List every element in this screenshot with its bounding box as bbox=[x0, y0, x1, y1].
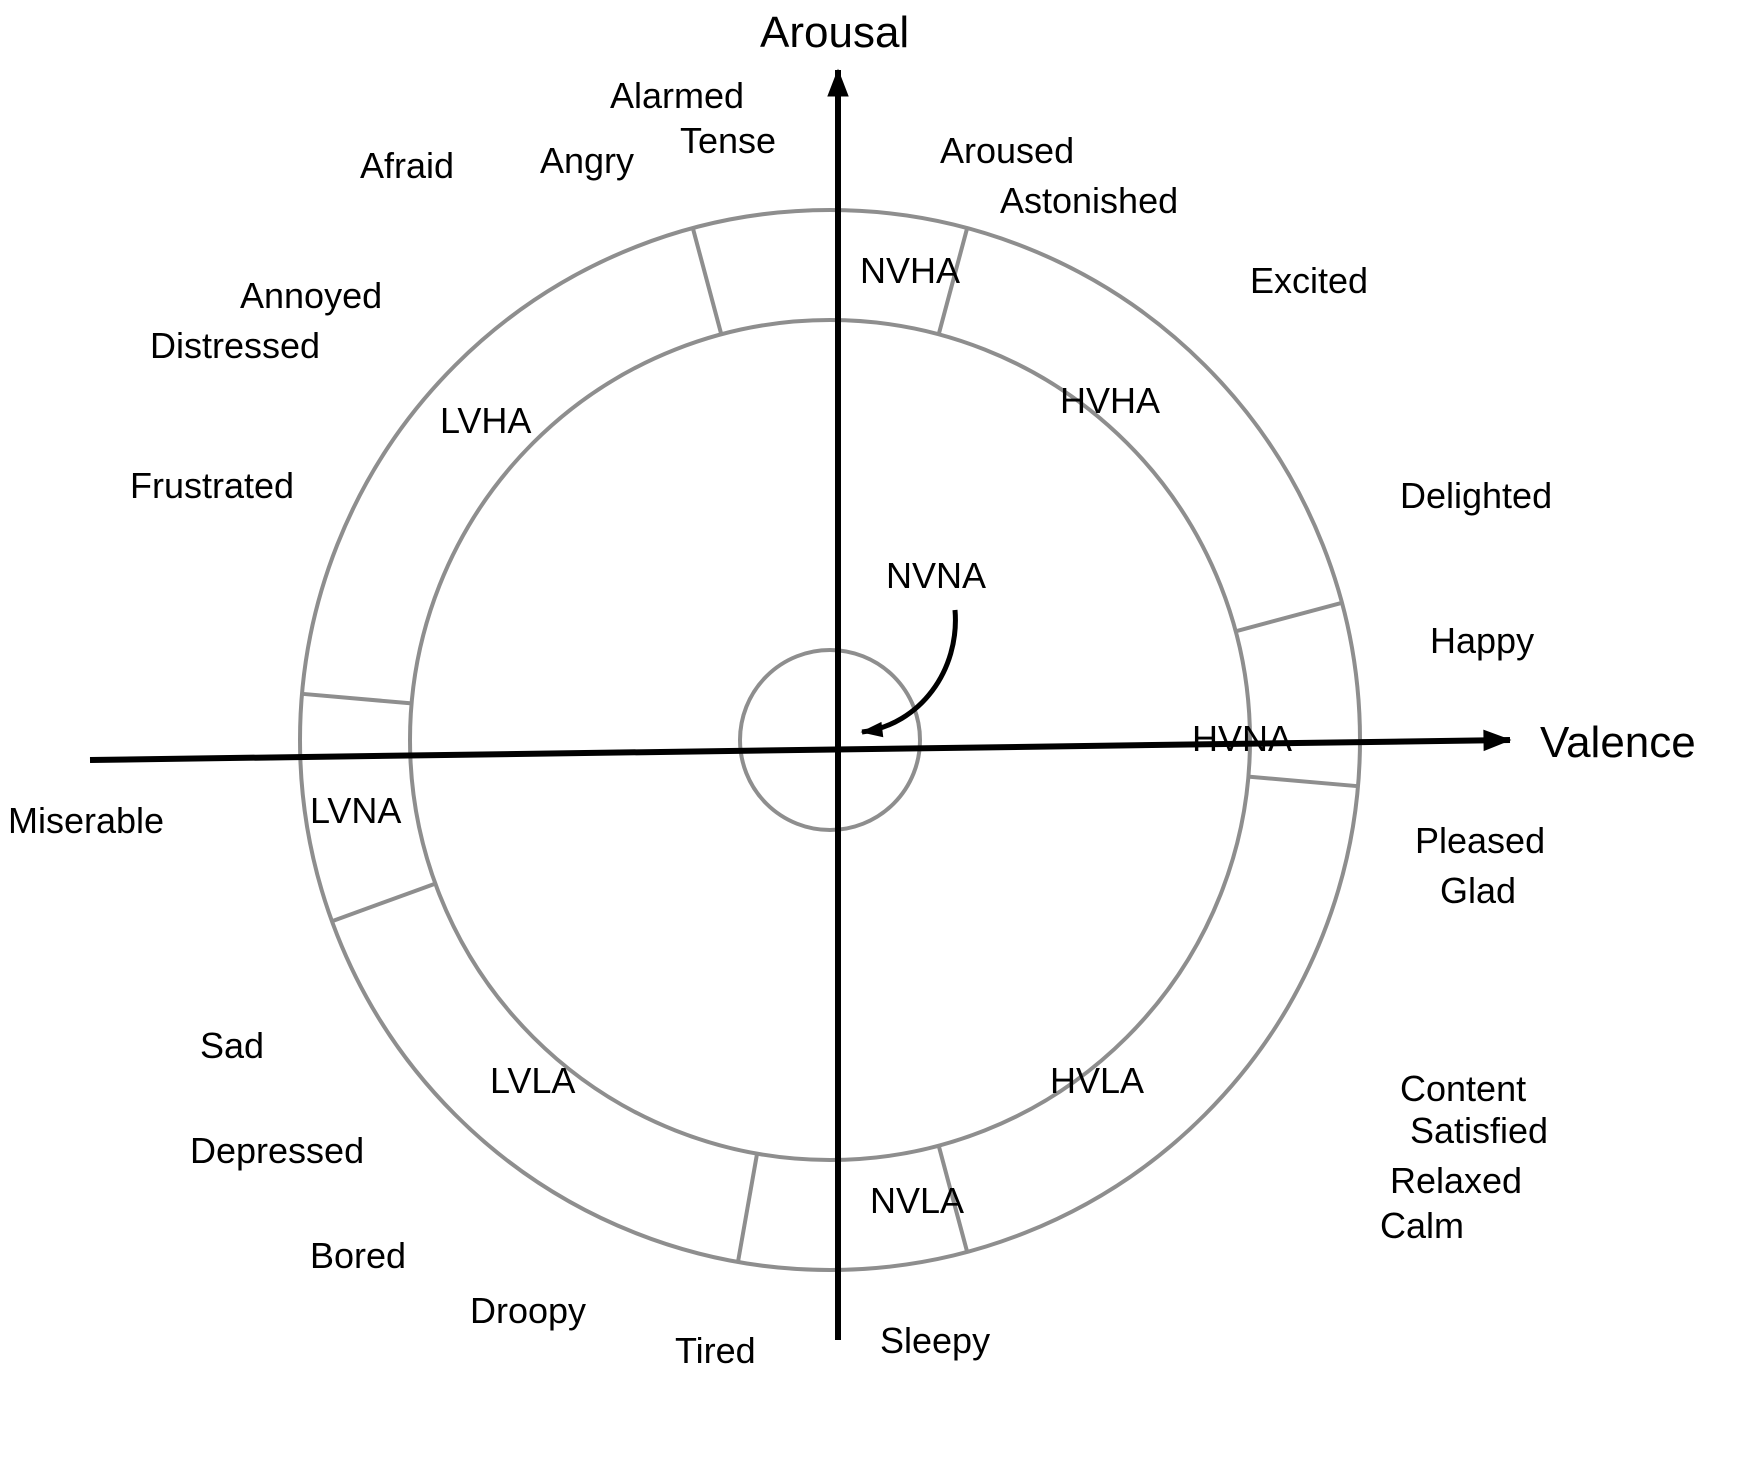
diagram-svg bbox=[0, 0, 1737, 1457]
nvna-center-label: NVNA bbox=[886, 555, 986, 597]
emotion-label: Alarmed bbox=[610, 75, 744, 117]
emotion-label: Happy bbox=[1430, 620, 1534, 662]
emotion-label: Distressed bbox=[150, 325, 320, 367]
quadrant-label: HVNA bbox=[1192, 718, 1292, 760]
quadrant-label: LVHA bbox=[440, 400, 531, 442]
axis-label: Valence bbox=[1540, 718, 1696, 768]
emotion-label: Droopy bbox=[470, 1290, 586, 1332]
emotion-label: Glad bbox=[1440, 870, 1516, 912]
emotion-label: Satisfied bbox=[1410, 1110, 1548, 1152]
quadrant-label: HVHA bbox=[1060, 380, 1160, 422]
emotion-label: Calm bbox=[1380, 1205, 1464, 1247]
sector-divider bbox=[1248, 777, 1358, 787]
quadrant-label: HVLA bbox=[1050, 1060, 1144, 1102]
emotion-label: Content bbox=[1400, 1068, 1526, 1110]
emotion-label: Aroused bbox=[940, 130, 1074, 172]
emotion-label: Tired bbox=[675, 1330, 756, 1372]
emotion-label: Miserable bbox=[8, 800, 164, 842]
emotion-label: Astonished bbox=[1000, 180, 1178, 222]
emotion-label: Depressed bbox=[190, 1130, 364, 1172]
circumplex-diagram: Arousal Valence NVNA NVHA HVHA HVNA HVLA NVLA LV… bbox=[0, 0, 1737, 1457]
emotion-label: Delighted bbox=[1400, 475, 1552, 517]
axis-label: Arousal bbox=[760, 8, 909, 58]
sector-divider bbox=[738, 1154, 757, 1262]
center-arrow bbox=[862, 610, 955, 732]
emotion-label: Afraid bbox=[360, 145, 454, 187]
emotion-label: Sleepy bbox=[880, 1320, 990, 1362]
emotion-label: Sad bbox=[200, 1025, 264, 1067]
sector-divider bbox=[302, 694, 412, 704]
emotion-label: Angry bbox=[540, 140, 634, 182]
core-circle bbox=[740, 650, 920, 830]
quadrant-label: LVNA bbox=[310, 790, 401, 832]
emotion-label: Tense bbox=[680, 120, 776, 162]
x-axis bbox=[90, 740, 1510, 760]
sector-divider bbox=[332, 884, 435, 922]
emotion-label: Bored bbox=[310, 1235, 406, 1277]
quadrant-label: LVLA bbox=[490, 1060, 575, 1102]
quadrant-label: NVLA bbox=[870, 1180, 964, 1222]
sector-divider bbox=[693, 228, 721, 334]
emotion-label: Annoyed bbox=[240, 275, 382, 317]
emotion-label: Excited bbox=[1250, 260, 1368, 302]
quadrant-label: NVHA bbox=[860, 250, 960, 292]
emotion-label: Frustrated bbox=[130, 465, 294, 507]
inner-circle bbox=[410, 320, 1250, 1160]
sector-divider bbox=[1236, 603, 1342, 631]
emotion-label: Pleased bbox=[1415, 820, 1545, 862]
emotion-label: Relaxed bbox=[1390, 1160, 1522, 1202]
